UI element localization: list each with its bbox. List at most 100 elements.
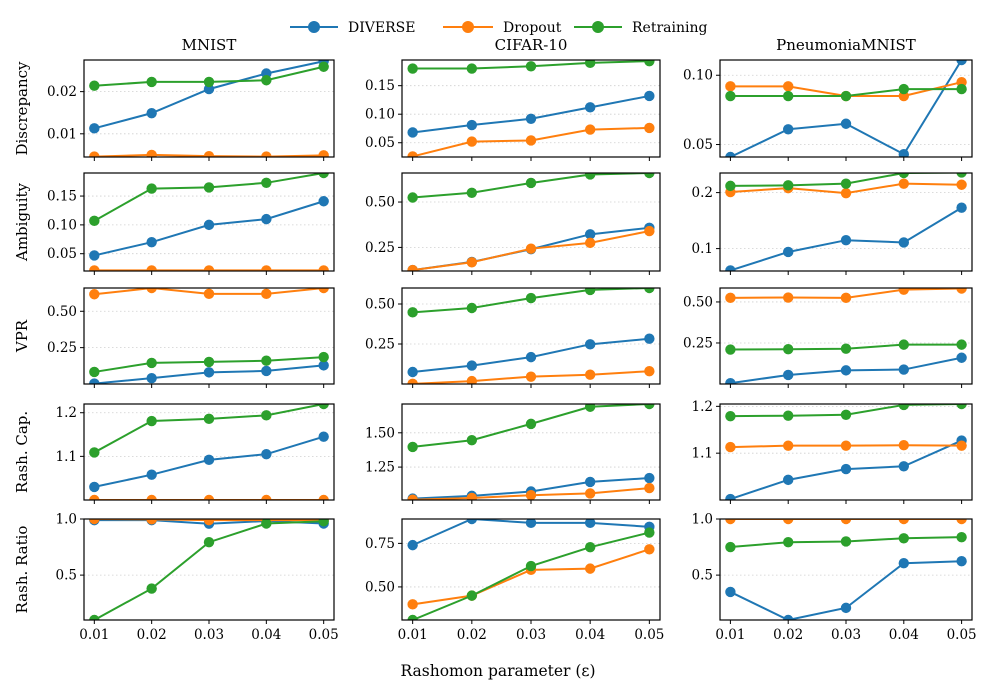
axes-frame [719, 403, 973, 501]
axes-frame [83, 172, 335, 272]
data-point-diverse [466, 519, 478, 525]
data-point-retraining [466, 435, 478, 446]
series-line-retraining [93, 173, 324, 222]
data-point-dropout [261, 288, 272, 300]
data-point-retraining [89, 80, 100, 91]
data-point-diverse [146, 469, 157, 480]
y-tick-label: 0.75 [365, 536, 395, 552]
y-tick-label: 0.05 [683, 137, 713, 153]
data-point-retraining [584, 404, 596, 412]
gridlines [84, 91, 334, 135]
data-point-diverse [261, 365, 272, 377]
x-tick-label: 0.02 [457, 627, 487, 643]
data-point-retraining [203, 356, 215, 368]
column-title-cifar-10: CIFAR-10 [495, 36, 568, 54]
axes-frame [719, 287, 973, 385]
data-point-dropout [407, 151, 418, 157]
data-point-dropout [146, 265, 157, 271]
data-point-retraining [898, 339, 909, 350]
data-point-diverse [783, 474, 794, 486]
data-point-retraining [725, 180, 736, 192]
data-point-diverse [261, 213, 272, 225]
x-axis-label: Rashomon parameter (ε) [400, 662, 595, 680]
data-point-dropout [898, 440, 909, 451]
x-tick-label: 0.04 [889, 627, 919, 643]
y-axis: 0.05 0.10 [683, 68, 720, 153]
data-point-dropout [525, 243, 537, 254]
gridlines [84, 310, 334, 349]
x-tick-label: 0.01 [715, 627, 745, 643]
series-group [407, 173, 655, 271]
data-point-dropout [261, 151, 272, 157]
series-line-retraining [412, 531, 650, 620]
data-point-diverse [407, 366, 418, 378]
data-point-retraining [783, 537, 794, 548]
data-point-diverse [525, 351, 537, 363]
data-point-retraining [146, 183, 157, 194]
data-point-retraining [956, 173, 967, 178]
data-point-retraining [783, 410, 794, 421]
data-point-dropout [725, 519, 736, 525]
series-group [725, 60, 967, 157]
y-axis: 0.5 1.0 [692, 512, 720, 584]
data-point-diverse [584, 519, 596, 529]
data-point-retraining [203, 76, 215, 88]
x-tick-label: 0.02 [137, 627, 167, 643]
data-point-retraining [407, 614, 418, 620]
row-label-vpr: VPR [13, 319, 31, 353]
y-tick-label: 1.1 [56, 449, 77, 465]
x-tick-label: 0.03 [831, 627, 861, 643]
x-tick-label: 0.02 [773, 627, 803, 643]
data-point-retraining [407, 192, 418, 203]
panel-mnist-discrepancy: 0.01 0.02 [47, 59, 335, 161]
data-point-retraining [318, 404, 329, 410]
y-tick-label: 0.05 [47, 246, 77, 262]
y-tick-label: 0.1 [692, 241, 713, 257]
data-point-retraining [956, 339, 967, 350]
data-point-retraining [203, 537, 215, 548]
data-point-diverse [956, 202, 967, 213]
data-point-dropout [318, 494, 329, 500]
data-point-dropout [840, 519, 852, 525]
data-point-dropout [956, 288, 967, 294]
data-point-dropout [203, 519, 215, 526]
data-point-diverse [525, 519, 537, 529]
y-tick-label: 0.5 [692, 568, 713, 584]
axes-frame [401, 59, 661, 158]
series-group [725, 404, 967, 500]
x-axis [729, 271, 963, 275]
axes-frame [719, 59, 973, 158]
row-labels: Discrepancy Ambiguity VPR Rash. Cap. Rash. R… [13, 61, 31, 614]
y-tick-label: 0.01 [47, 126, 77, 142]
data-point-retraining [318, 173, 329, 179]
data-point-diverse [584, 102, 596, 113]
y-axis: 1.1 1.2 [56, 405, 84, 465]
data-point-dropout [956, 179, 967, 190]
data-point-dropout [466, 136, 478, 147]
data-point-retraining [725, 90, 736, 102]
axes-frame [83, 403, 335, 501]
data-point-diverse [466, 119, 478, 131]
x-axis: 0.01 0.02 0.03 0.04 0.05 [79, 620, 339, 643]
data-point-dropout [783, 81, 794, 92]
series-line-retraining [93, 520, 324, 620]
x-axis [412, 500, 650, 504]
y-tick-label: 0.10 [683, 68, 713, 84]
data-point-retraining [203, 413, 215, 425]
axes-frame [83, 518, 335, 621]
data-point-retraining [783, 90, 794, 102]
data-point-retraining [407, 441, 418, 453]
data-point-diverse [146, 372, 157, 384]
y-tick-label: 0.2 [692, 185, 713, 201]
data-point-diverse [466, 360, 478, 371]
data-point-dropout [89, 519, 100, 525]
data-point-retraining [840, 178, 852, 189]
series-group [89, 60, 329, 157]
axes-frame [83, 287, 335, 385]
y-tick-label: 0.25 [683, 335, 713, 351]
x-axis [729, 384, 963, 388]
axes-frame [719, 172, 973, 272]
panel-mnist-rash-cap: 1.1 1.2 [56, 403, 335, 504]
data-point-retraining [898, 404, 909, 411]
panel-mnist-rash-ratio: 0.5 1.0 0.01 0.02 0.03 0.04 0.05 [56, 512, 339, 644]
